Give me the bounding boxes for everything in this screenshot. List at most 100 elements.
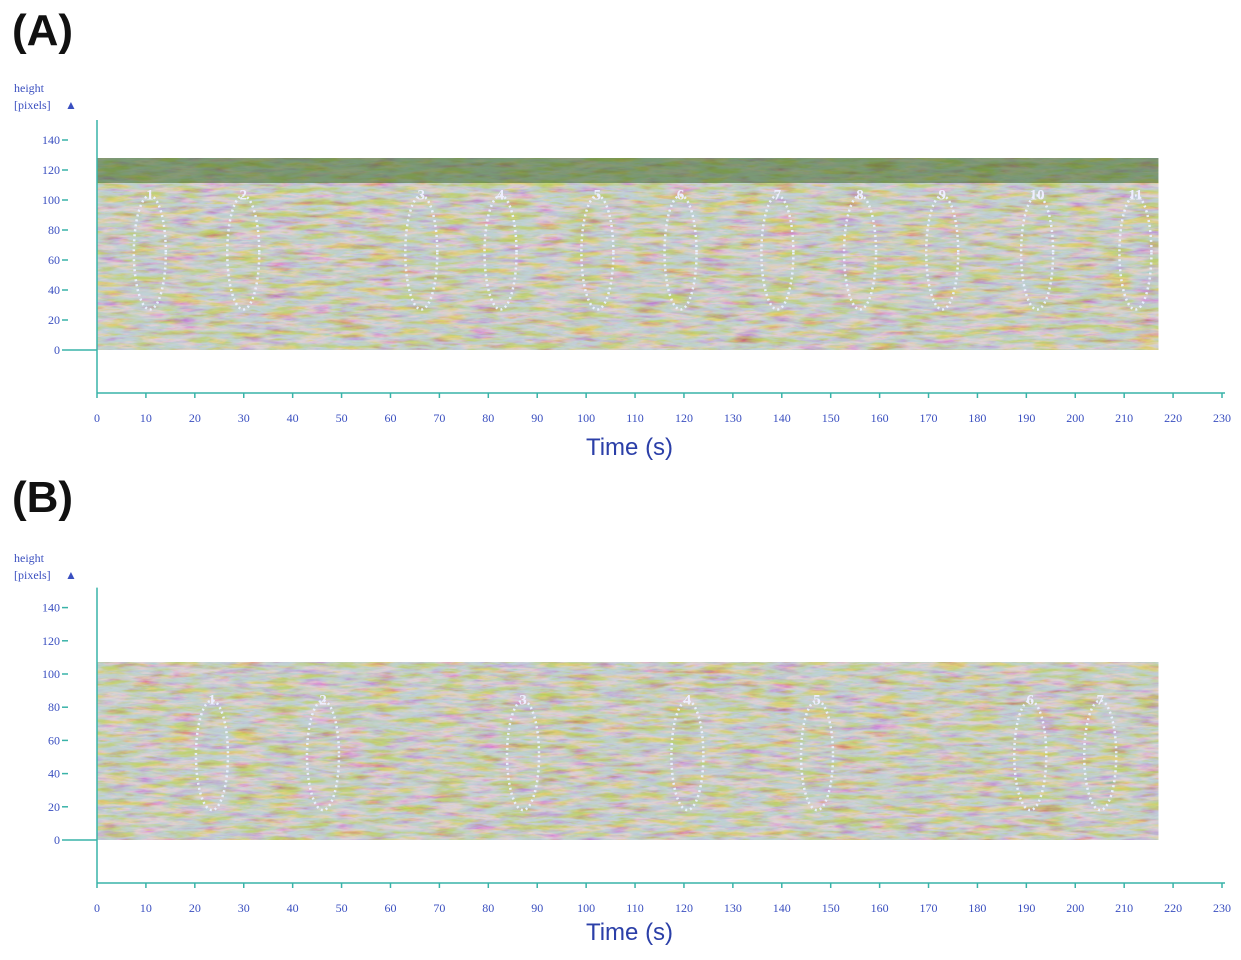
event-ellipse [1118, 194, 1153, 311]
event-ellipse [132, 194, 168, 311]
y-tick-label: 20 [48, 800, 60, 814]
event-ellipse [483, 194, 518, 311]
y-tick-label: 80 [48, 700, 60, 714]
event-label: 6 [677, 188, 685, 204]
y-tick-label: 40 [48, 767, 60, 781]
event-label: 1 [146, 188, 154, 204]
x-tick-label: 70 [433, 901, 445, 915]
event-label: 10 [1030, 188, 1045, 204]
event-ellipse [924, 194, 960, 311]
event-label: 9 [938, 188, 946, 204]
y-tick-label: 20 [48, 313, 60, 327]
x-tick-label: 230 [1213, 411, 1231, 425]
y-tick-label: 60 [48, 733, 60, 747]
x-tick-label: 150 [822, 411, 840, 425]
x-tick-label: 40 [287, 901, 299, 915]
y-axis-label: height [14, 551, 45, 565]
panel-label: (A) [12, 6, 73, 55]
x-tick-label: 100 [577, 901, 595, 915]
event-ellipse [1019, 194, 1055, 311]
x-tick-label: 70 [433, 411, 445, 425]
y-tick-label: 100 [42, 667, 60, 681]
x-tick-label: 10 [140, 901, 152, 915]
event-label: 1 [208, 693, 216, 709]
panel-label: (B) [12, 473, 73, 522]
event-label: 2 [240, 188, 248, 204]
x-tick-label: 130 [724, 411, 742, 425]
x-tick-label: 130 [724, 901, 742, 915]
event-ellipse [842, 194, 878, 311]
event-label: 3 [519, 693, 527, 709]
x-tick-label: 150 [822, 901, 840, 915]
event-label: 5 [813, 693, 821, 709]
event-label: 7 [1096, 693, 1104, 709]
x-tick-label: 200 [1066, 901, 1084, 915]
x-tick-label: 0 [94, 901, 100, 915]
image [97, 662, 1159, 840]
x-tick-label: 50 [336, 901, 348, 915]
event-ellipse [505, 699, 541, 812]
image-band [97, 158, 1159, 183]
event-ellipse [194, 699, 230, 812]
x-tick-label: 140 [773, 411, 791, 425]
y-axis-label: [pixels] [14, 98, 51, 112]
x-tick-label: 90 [531, 411, 543, 425]
y-axis-arrow: ▲ [65, 98, 77, 112]
x-tick-label: 120 [675, 411, 693, 425]
x-tick-label: 20 [189, 901, 201, 915]
x-tick-label: 50 [336, 411, 348, 425]
x-tick-label: 160 [871, 411, 889, 425]
y-tick-label: 80 [48, 223, 60, 237]
y-axis-label: [pixels] [14, 568, 51, 582]
x-tick-label: 220 [1164, 411, 1182, 425]
x-tick-label: 210 [1115, 901, 1133, 915]
x-tick-label: 60 [384, 411, 396, 425]
y-tick-label: 120 [42, 634, 60, 648]
event-ellipse [404, 194, 439, 311]
x-tick-label: 230 [1213, 901, 1231, 915]
x-tick-label: 190 [1017, 411, 1035, 425]
x-tick-label: 90 [531, 901, 543, 915]
x-tick-label: 170 [920, 901, 938, 915]
x-axis-label: Time (s) [586, 434, 673, 461]
event-ellipse [663, 194, 698, 311]
y-tick-label: 120 [42, 163, 60, 177]
event-label: 6 [1027, 693, 1035, 709]
x-tick-label: 190 [1017, 901, 1035, 915]
x-tick-label: 100 [577, 411, 595, 425]
event-label: 4 [684, 693, 692, 709]
x-tick-label: 30 [238, 411, 250, 425]
event-ellipse [1082, 699, 1118, 812]
y-tick-label: 100 [42, 193, 60, 207]
y-tick-label: 140 [42, 601, 60, 615]
x-tick-label: 220 [1164, 901, 1182, 915]
event-ellipse [580, 194, 615, 311]
event-ellipse [670, 699, 705, 812]
y-axis-arrow: ▲ [65, 568, 77, 582]
y-tick-label: 0 [54, 833, 60, 847]
event-label: 8 [856, 188, 864, 204]
x-tick-label: 180 [968, 411, 986, 425]
x-tick-label: 20 [189, 411, 201, 425]
x-tick-label: 80 [482, 901, 494, 915]
x-tick-label: 210 [1115, 411, 1133, 425]
x-axis-label: Time (s) [586, 919, 673, 946]
event-ellipse [226, 194, 261, 311]
event-label: 5 [594, 188, 602, 204]
y-tick-label: 0 [54, 343, 60, 357]
x-tick-label: 0 [94, 411, 100, 425]
event-label: 7 [774, 188, 782, 204]
x-tick-label: 110 [626, 901, 644, 915]
y-tick-label: 140 [42, 133, 60, 147]
x-tick-label: 170 [920, 411, 938, 425]
x-tick-label: 10 [140, 411, 152, 425]
event-ellipse [799, 699, 835, 812]
event-ellipse [305, 699, 341, 812]
event-ellipse [760, 194, 795, 311]
image [97, 158, 1159, 350]
event-ellipse [1013, 699, 1048, 812]
y-axis-label: height [14, 81, 45, 95]
